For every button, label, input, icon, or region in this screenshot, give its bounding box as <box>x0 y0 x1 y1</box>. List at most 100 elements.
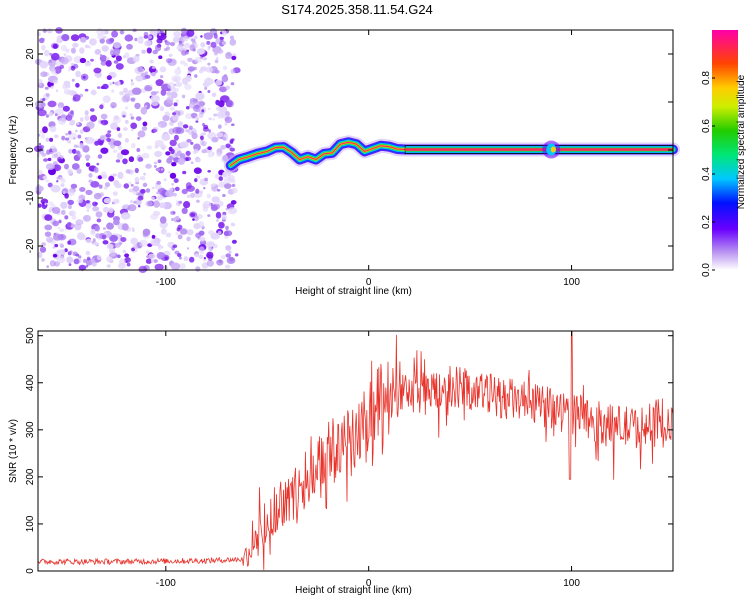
noise-speck <box>183 62 189 67</box>
noise-speck <box>46 28 53 34</box>
noise-speck <box>191 131 195 135</box>
noise-speck <box>225 225 229 230</box>
noise-speck <box>164 256 169 261</box>
snr-panel: -100 0 100 0 100 200 300 400 500 Height of stra… <box>8 327 674 596</box>
noise-speck <box>178 256 182 260</box>
noise-speck <box>62 191 66 194</box>
noise-speck <box>90 228 96 234</box>
noise-speck <box>217 49 224 54</box>
noise-speck <box>37 203 42 208</box>
noise-speck <box>77 153 82 158</box>
noise-speck <box>54 113 58 117</box>
noise-speck <box>38 37 45 44</box>
noise-speck <box>198 254 204 259</box>
noise-speck <box>221 30 227 36</box>
noise-speck <box>71 148 77 154</box>
noise-speck <box>45 163 55 171</box>
noise-speck <box>208 129 211 133</box>
noise-speck <box>211 151 215 156</box>
noise-speck <box>183 201 191 209</box>
noise-speck <box>193 66 197 71</box>
noise-speck <box>52 246 56 249</box>
signal-flat-core <box>405 148 673 151</box>
noise-speck <box>194 56 203 63</box>
noise-speck <box>111 89 115 93</box>
y-tick-label: -10 <box>25 190 36 205</box>
noise-speck <box>151 72 156 77</box>
noise-speck <box>88 173 93 178</box>
noise-speck <box>207 214 211 217</box>
noise-speck <box>179 228 188 235</box>
noise-speck <box>220 255 226 260</box>
noise-speck <box>110 143 116 149</box>
noise-speck <box>125 106 129 110</box>
noise-speck <box>53 79 59 84</box>
noise-speck <box>70 119 76 126</box>
noise-speck <box>173 134 179 141</box>
noise-speck <box>84 115 90 121</box>
noise-speck <box>181 188 188 195</box>
noise-speck <box>217 124 222 129</box>
noise-speck <box>151 186 155 190</box>
noise-speck <box>93 241 99 246</box>
noise-speck <box>60 57 69 65</box>
noise-speck <box>140 107 148 115</box>
noise-speck <box>122 249 127 253</box>
noise-speck <box>154 44 162 52</box>
noise-speck <box>71 48 76 54</box>
noise-speck <box>94 140 100 146</box>
noise-speck <box>143 31 149 37</box>
noise-speck <box>177 157 185 165</box>
noise-speck <box>73 144 78 148</box>
noise-speck <box>116 127 121 132</box>
noise-speck <box>96 74 101 79</box>
noise-speck <box>131 227 135 231</box>
y-tick-label: 400 <box>25 374 36 391</box>
noise-speck <box>217 231 222 235</box>
noise-speck <box>196 199 200 203</box>
noise-speck <box>47 157 52 162</box>
noise-speck <box>70 34 80 42</box>
noise-speck <box>202 122 205 127</box>
noise-speck <box>117 171 124 179</box>
noise-speck <box>189 256 195 263</box>
noise-speck <box>186 139 192 143</box>
figure-title: S174.2025.358.11.54.G24 <box>281 2 433 17</box>
noise-speck <box>76 122 80 126</box>
noise-speck <box>186 194 191 198</box>
colorbar: 0.0 0.2 0.4 0.6 0.8 Normalized spectral ampl… <box>701 30 747 277</box>
noise-speck <box>218 181 226 188</box>
noise-speck <box>120 149 130 156</box>
noise-speck <box>216 152 222 158</box>
noise-speck <box>193 104 201 112</box>
noise-speck <box>85 250 91 256</box>
noise-speck <box>143 172 147 176</box>
noise-speck <box>185 129 190 133</box>
noise-speck <box>54 134 59 139</box>
noise-speck <box>145 200 153 207</box>
noise-speck <box>48 201 54 207</box>
noise-speck <box>106 222 114 230</box>
noise-speck <box>94 49 102 55</box>
noise-speck <box>134 102 141 110</box>
noise-speck <box>114 242 121 248</box>
noise-speck <box>52 204 56 208</box>
noise-speck <box>160 144 167 150</box>
noise-speck <box>213 113 218 117</box>
noise-speck <box>68 68 71 72</box>
noise-speck <box>86 200 89 204</box>
noise-speck <box>213 243 218 249</box>
noise-speck <box>39 60 49 69</box>
noise-speck <box>213 52 218 56</box>
noise-speck <box>144 74 151 79</box>
noise-speck <box>132 55 140 63</box>
noise-speck <box>54 66 62 74</box>
noise-speck <box>133 244 139 249</box>
noise-speck <box>218 176 223 181</box>
noise-speck <box>177 121 184 127</box>
noise-speck <box>119 91 125 96</box>
noise-speck <box>170 91 178 99</box>
snr-x-label: Height of straight line (km) <box>295 585 412 596</box>
noise-speck <box>74 223 82 231</box>
signal-core <box>230 141 674 166</box>
